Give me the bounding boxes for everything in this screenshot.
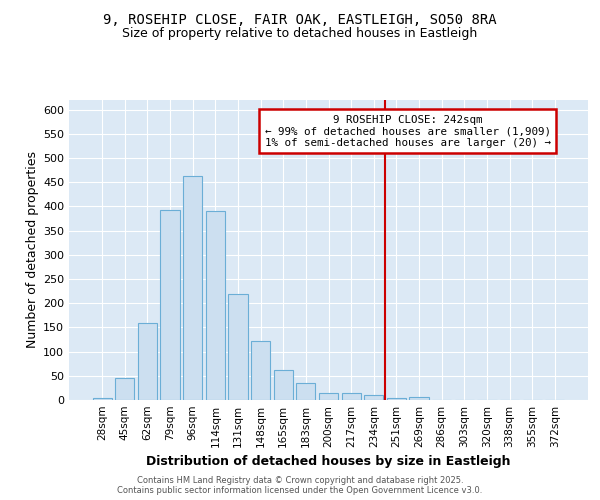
Bar bbox=[229, 294, 248, 400]
Bar bbox=[341, 393, 361, 400]
Bar bbox=[183, 176, 202, 400]
Bar bbox=[387, 398, 406, 400]
Bar bbox=[92, 398, 112, 400]
Bar bbox=[409, 396, 428, 400]
Text: Contains public sector information licensed under the Open Government Licence v3: Contains public sector information licen… bbox=[118, 486, 482, 495]
Bar bbox=[115, 378, 134, 400]
Bar bbox=[251, 341, 270, 400]
Bar bbox=[206, 212, 225, 400]
Bar bbox=[160, 210, 180, 400]
Text: Size of property relative to detached houses in Eastleigh: Size of property relative to detached ho… bbox=[122, 28, 478, 40]
Text: Contains HM Land Registry data © Crown copyright and database right 2025.: Contains HM Land Registry data © Crown c… bbox=[137, 476, 463, 485]
Bar bbox=[296, 383, 316, 400]
Text: 9, ROSEHIP CLOSE, FAIR OAK, EASTLEIGH, SO50 8RA: 9, ROSEHIP CLOSE, FAIR OAK, EASTLEIGH, S… bbox=[103, 12, 497, 26]
Bar bbox=[138, 322, 157, 400]
X-axis label: Distribution of detached houses by size in Eastleigh: Distribution of detached houses by size … bbox=[146, 456, 511, 468]
Bar bbox=[319, 393, 338, 400]
Y-axis label: Number of detached properties: Number of detached properties bbox=[26, 152, 39, 348]
Bar bbox=[274, 370, 293, 400]
Bar bbox=[364, 395, 383, 400]
Text: 9 ROSEHIP CLOSE: 242sqm
← 99% of detached houses are smaller (1,909)
1% of semi-: 9 ROSEHIP CLOSE: 242sqm ← 99% of detache… bbox=[265, 114, 551, 148]
